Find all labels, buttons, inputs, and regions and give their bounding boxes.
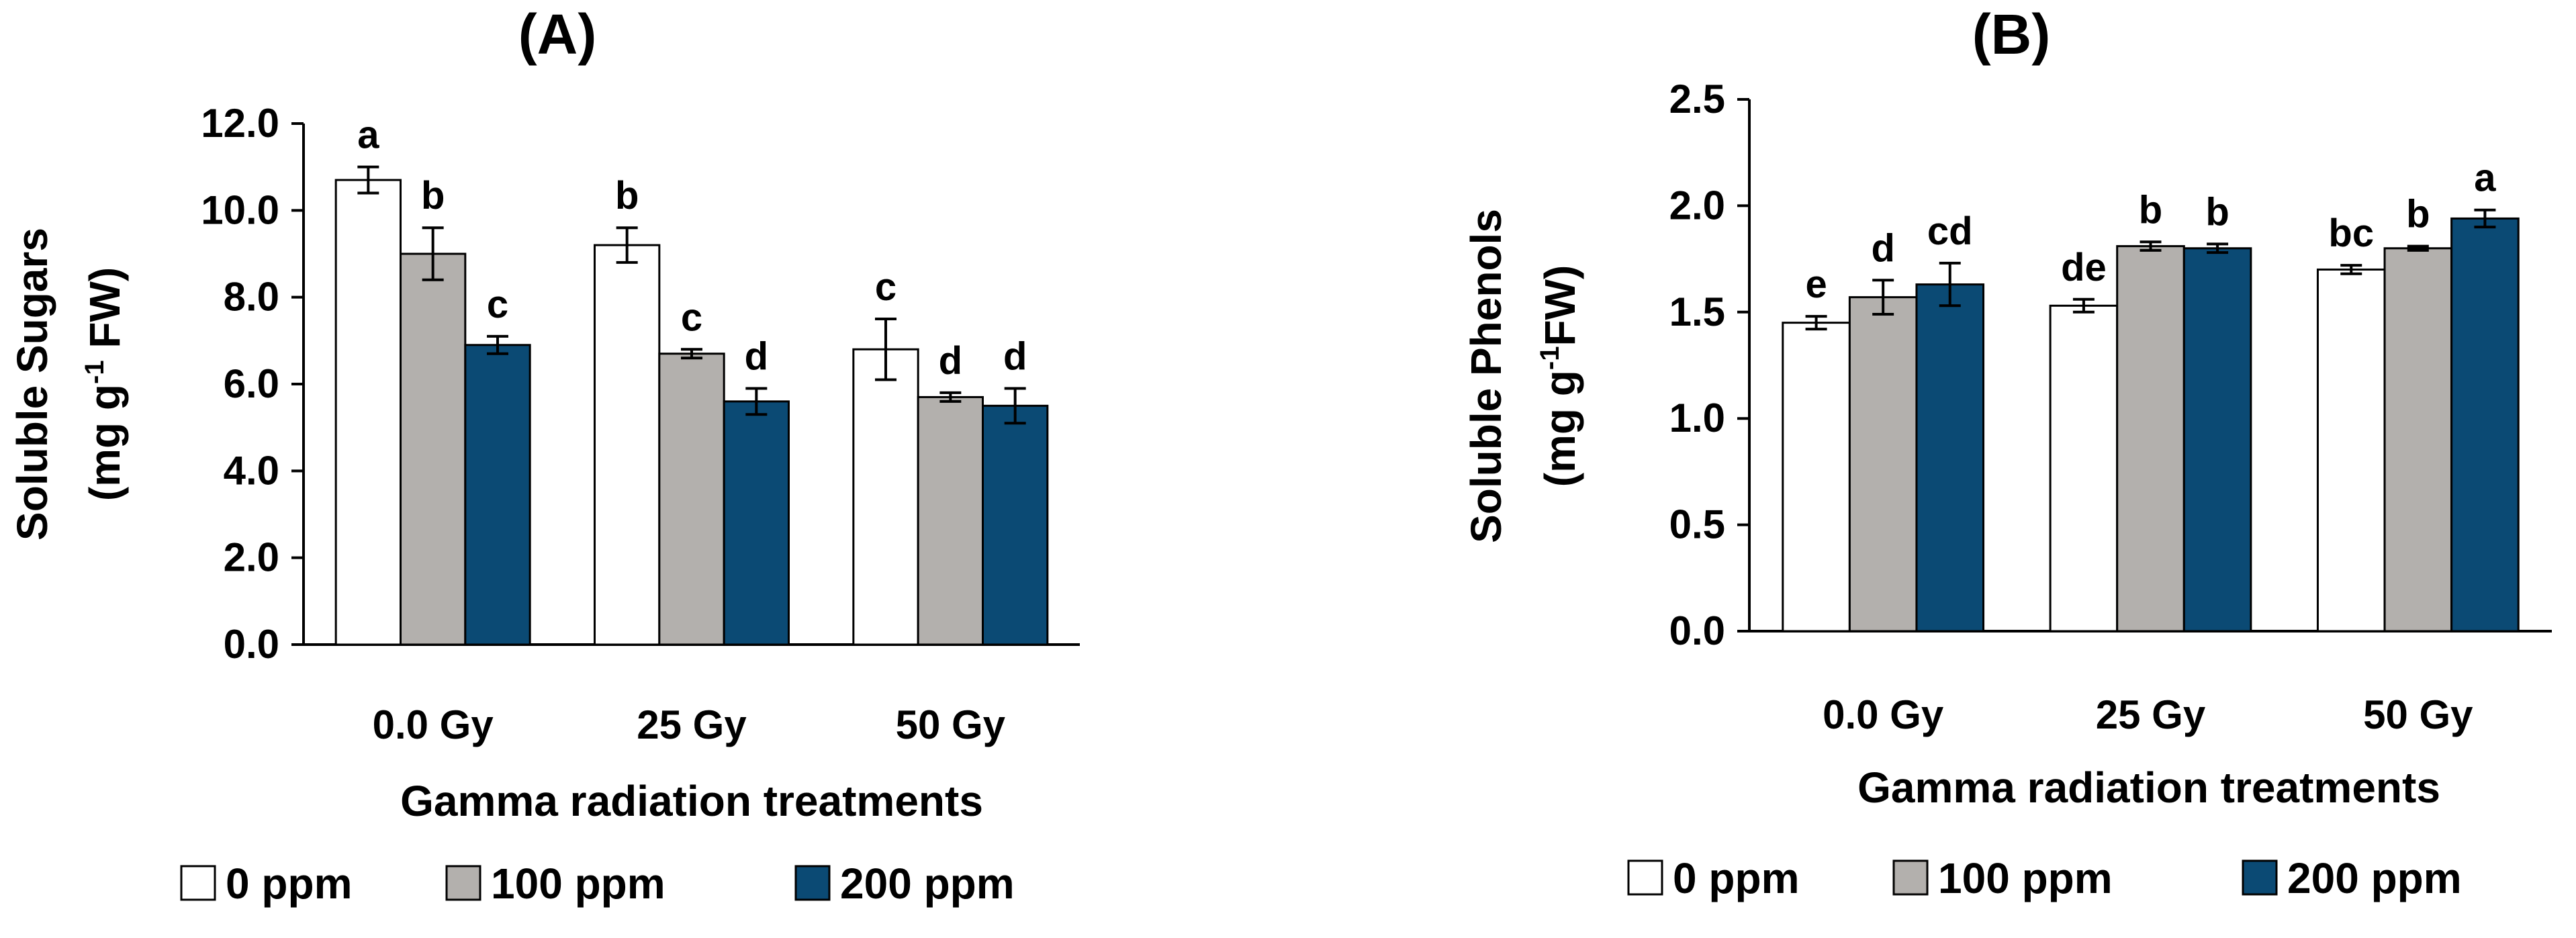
- legend-swatch: [2242, 859, 2278, 896]
- x-axis-title: Gamma radiation treatments: [1857, 763, 2440, 812]
- significance-letter: b: [615, 174, 639, 218]
- bar: [334, 179, 402, 646]
- x-category-label: 0.0 Gy: [1823, 692, 1944, 737]
- y-tick-label: 12.0: [201, 101, 279, 146]
- bar: [723, 400, 790, 646]
- bar: [1782, 322, 1851, 632]
- y-axis-unit-prefix: (mg g: [1536, 370, 1584, 487]
- legend-label: 0 ppm: [226, 859, 352, 908]
- significance-letter: a: [357, 113, 379, 157]
- y-axis-unit-sup: -1: [1535, 346, 1565, 371]
- significance-letter: d: [1003, 334, 1027, 378]
- bar: [2450, 217, 2520, 632]
- y-tick-label: 6.0: [224, 361, 279, 406]
- significance-letter: b: [2139, 188, 2162, 232]
- bar: [2316, 268, 2386, 632]
- y-tick-label: 8.0: [224, 275, 279, 320]
- legend-label: 200 ppm: [2287, 854, 2462, 902]
- y-tick-label: 1.5: [1669, 289, 1725, 334]
- x-axis-title: Gamma radiation treatments: [400, 777, 983, 825]
- x-category-label: 50 Gy: [2363, 692, 2473, 737]
- legend-label: 200 ppm: [840, 859, 1015, 908]
- significance-letter: c: [875, 265, 896, 309]
- y-axis-unit-sup: -1: [80, 360, 109, 384]
- significance-letter: de: [2061, 246, 2107, 289]
- y-tick-label: 4.0: [224, 448, 279, 493]
- significance-letter: d: [1871, 226, 1894, 270]
- bar: [594, 244, 661, 646]
- legend-swatch: [794, 865, 831, 901]
- panel-title: (B): [1972, 3, 2051, 66]
- legend-swatch: [180, 865, 216, 901]
- significance-letter: a: [2474, 156, 2496, 200]
- significance-letter: b: [2205, 190, 2229, 234]
- y-tick-label: 0.0: [1669, 608, 1725, 653]
- bar: [852, 348, 919, 646]
- x-category-label: 0.0 Gy: [373, 702, 494, 747]
- legend-label: 0 ppm: [1673, 854, 1799, 902]
- significance-letter: e: [1805, 263, 1827, 306]
- significance-letter: cd: [1927, 209, 1973, 253]
- y-tick-label: 10.0: [201, 187, 279, 232]
- significance-letter: bc: [2328, 212, 2374, 255]
- bar: [2182, 247, 2252, 632]
- bar: [2383, 247, 2453, 632]
- legend-swatch: [445, 865, 481, 901]
- bar: [982, 404, 1049, 646]
- significance-letter: d: [939, 339, 962, 383]
- significance-letter: b: [421, 174, 445, 218]
- significance-letter: c: [681, 295, 702, 339]
- significance-letter: d: [745, 334, 768, 378]
- y-tick-label: 2.0: [1669, 183, 1725, 228]
- x-category-label: 50 Gy: [896, 702, 1006, 747]
- y-tick-label: 0.5: [1669, 502, 1725, 547]
- significance-letter: b: [2406, 193, 2430, 236]
- y-axis-unit-prefix: (mg g: [81, 384, 129, 501]
- y-axis-unit: (mg g-1FW): [1535, 265, 1584, 487]
- y-axis-unit-suffix: FW): [81, 267, 129, 361]
- x-category-label: 25 Gy: [2096, 692, 2206, 737]
- bar: [2116, 245, 2185, 632]
- legend-label: 100 ppm: [491, 859, 665, 908]
- y-axis-unit: (mg g-1 FW): [80, 267, 129, 501]
- legend-label: 100 ppm: [1938, 854, 2113, 902]
- y-axis-title: Soluble Sugars: [8, 228, 56, 541]
- y-tick-label: 1.0: [1669, 395, 1725, 440]
- y-tick-label: 2.5: [1669, 77, 1725, 122]
- x-category-label: 25 Gy: [637, 702, 747, 747]
- bar: [1915, 283, 1985, 632]
- bar: [400, 252, 467, 646]
- legend-swatch: [1627, 859, 1663, 896]
- legend-swatch: [1892, 859, 1929, 896]
- bar: [658, 353, 725, 646]
- y-tick-label: 0.0: [224, 622, 279, 667]
- panel-title: (A): [518, 3, 597, 66]
- y-tick-label: 2.0: [224, 535, 279, 580]
- y-axis-title: Soluble Phenols: [1462, 209, 1510, 543]
- bar: [464, 344, 531, 646]
- bar: [1848, 296, 1918, 632]
- significance-letter: c: [487, 283, 508, 326]
- bar: [2049, 304, 2119, 632]
- bar: [917, 395, 984, 646]
- y-axis-unit-suffix: FW): [1536, 265, 1584, 346]
